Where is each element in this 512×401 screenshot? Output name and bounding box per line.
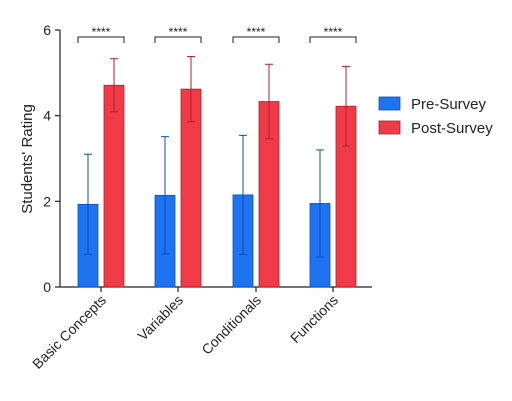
y-tick-label: 4 — [43, 108, 51, 124]
bar — [103, 84, 125, 288]
category-label: Conditionals — [198, 292, 264, 358]
category-label: Basic Concepts — [29, 292, 109, 372]
legend-label: Post-Survey — [411, 120, 493, 137]
significance-bracket — [309, 36, 357, 43]
significance-bracket — [154, 36, 202, 43]
legend-label: Pre-Survey — [411, 96, 487, 113]
legend: Pre-Survey Post-Survey — [378, 96, 493, 137]
significance-bracket — [77, 36, 125, 43]
legend-swatch — [378, 120, 401, 135]
category-label: Functions — [287, 292, 341, 346]
significance-bracket — [232, 36, 280, 43]
significance-label: **** — [92, 25, 111, 39]
significance-label: **** — [247, 25, 266, 39]
significance-label: **** — [169, 25, 188, 39]
y-tick-label: 6 — [43, 22, 51, 38]
y-axis-title: Students' Rating — [19, 104, 36, 214]
plot-area: 0 2 4 6 **** Basic Concepts **** Variables **** C… — [29, 22, 372, 372]
significance-label: **** — [324, 25, 343, 39]
y-tick-label: 2 — [43, 193, 51, 209]
y-tick-label: 0 — [43, 279, 51, 295]
legend-swatch — [378, 96, 401, 111]
category-label: Variables — [134, 292, 186, 344]
